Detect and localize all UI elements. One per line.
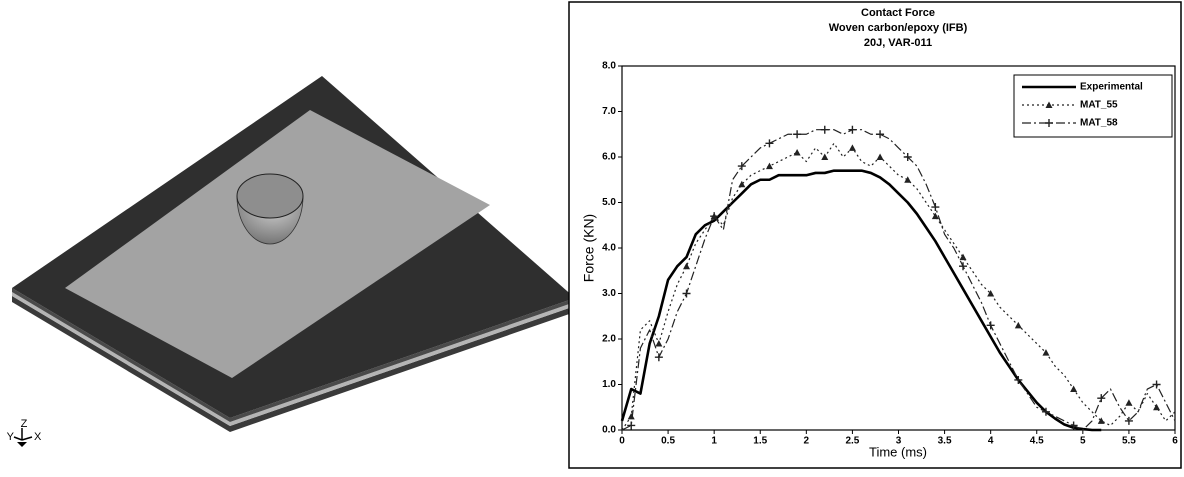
y-tick-label: 0.0 xyxy=(602,425,616,436)
x-tick-label: 3.5 xyxy=(938,436,952,447)
y-tick-label: 5.0 xyxy=(602,197,616,208)
figure: Y Z X Contact Force Woven carbon/epoxy (… xyxy=(0,0,1184,472)
x-tick-label: 4 xyxy=(988,436,994,447)
legend-label: MAT_55 xyxy=(1080,100,1118,111)
legend-label: Experimental xyxy=(1080,82,1143,93)
y-tick-label: 4.0 xyxy=(602,243,616,254)
triad-label: Y xyxy=(7,431,15,443)
x-tick-label: 5.5 xyxy=(1122,436,1136,447)
chart-title: Woven carbon/epoxy (IFB) xyxy=(829,22,968,34)
x-tick-label: 6 xyxy=(1172,436,1178,447)
triad-base xyxy=(17,442,27,447)
x-tick-label: 1.5 xyxy=(753,436,767,447)
x-tick-label: 3 xyxy=(896,436,902,447)
triad-label: Z xyxy=(21,418,28,430)
triad-label: X xyxy=(34,431,42,443)
page: Y Z X Contact Force Woven carbon/epoxy (… xyxy=(0,0,1184,472)
chart-frame xyxy=(569,2,1181,468)
chart-title: 20J, VAR-011 xyxy=(864,37,932,49)
impactor-rim xyxy=(237,174,303,218)
y-tick-label: 2.0 xyxy=(602,334,616,345)
axis-triad: Y Z X xyxy=(7,418,42,447)
x-tick-label: 5 xyxy=(1080,436,1086,447)
plate-model xyxy=(12,76,575,432)
triad-y xyxy=(14,437,22,440)
x-tick-label: 2 xyxy=(804,436,810,447)
x-tick-label: 0 xyxy=(619,436,625,447)
y-tick-label: 7.0 xyxy=(602,106,616,117)
x-tick-label: 1 xyxy=(711,436,717,447)
y-tick-label: 8.0 xyxy=(602,61,616,72)
y-tick-label: 1.0 xyxy=(602,379,616,390)
x-tick-label: 2.5 xyxy=(845,436,859,447)
x-axis-label: Time (ms) xyxy=(869,444,927,459)
x-tick-label: 4.5 xyxy=(1030,436,1044,447)
y-axis-label: Force (KN) xyxy=(581,214,597,282)
chart-title: Contact Force xyxy=(861,7,935,19)
y-tick-label: 3.0 xyxy=(602,288,616,299)
y-tick-label: 6.0 xyxy=(602,152,616,163)
legend-label: MAT_58 xyxy=(1080,118,1118,129)
x-tick-label: 0.5 xyxy=(661,436,675,447)
triad-x xyxy=(22,437,32,440)
